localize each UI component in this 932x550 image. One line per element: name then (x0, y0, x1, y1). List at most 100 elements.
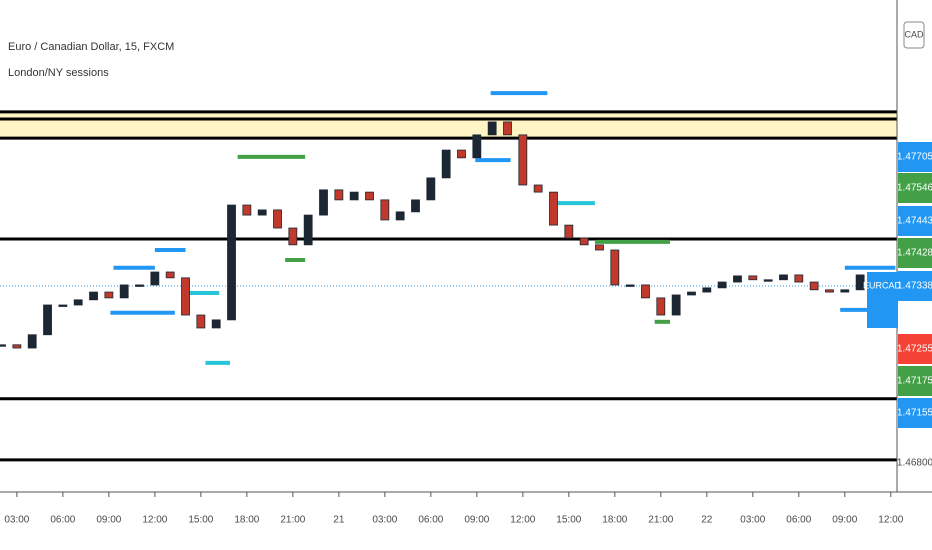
candle (165, 271, 175, 279)
candle (656, 297, 666, 316)
candle (73, 299, 83, 306)
candle (840, 289, 850, 293)
candle (610, 249, 620, 286)
candle (487, 121, 497, 136)
x-tick-label: 06:00 (418, 515, 443, 526)
symbol-tag (867, 272, 898, 328)
candle (809, 281, 819, 291)
candle (671, 294, 681, 316)
price-tag (898, 238, 932, 268)
price-tag (898, 271, 932, 301)
candle (104, 291, 114, 299)
candle (457, 149, 466, 159)
price-tag-label: 1.47428 (897, 248, 932, 259)
price-tag-label: 1.47338 (897, 281, 932, 292)
price-tag (898, 173, 932, 203)
candle (779, 274, 788, 281)
candle (257, 209, 267, 216)
candle (641, 284, 650, 299)
candle (503, 121, 512, 136)
x-tick-label: 12:00 (510, 515, 535, 526)
price-tag-label: 1.47175 (897, 376, 932, 387)
candle (411, 199, 420, 213)
candle (533, 184, 543, 193)
x-tick-label: 06:00 (786, 515, 811, 526)
candle (717, 281, 727, 289)
x-tick-label: 22 (701, 515, 713, 526)
x-tick-label: 09:00 (464, 515, 489, 526)
x-tick-label: 21:00 (648, 515, 673, 526)
candle (518, 134, 528, 186)
x-tick-label: 03:00 (740, 515, 765, 526)
candle (564, 224, 574, 239)
candle (196, 314, 206, 329)
indicator-name: London/NY sessions (8, 67, 109, 79)
candle (334, 189, 344, 201)
candle (855, 274, 865, 291)
candle (135, 284, 144, 287)
candle (733, 275, 742, 283)
x-tick-label: 21:00 (280, 515, 305, 526)
price-tag (898, 366, 932, 396)
chart-title: Euro / Canadian Dollar, 15, FXCM (8, 41, 174, 53)
candle (242, 204, 252, 216)
symbol-label: EURCAD (863, 280, 902, 290)
x-tick-label: 03:00 (4, 515, 29, 526)
candle (181, 277, 190, 316)
x-tick-label: 09:00 (832, 515, 857, 526)
candle (579, 237, 589, 246)
currency-box[interactable] (903, 21, 925, 49)
candle (12, 344, 22, 349)
candle (227, 204, 236, 321)
price-tag (898, 398, 932, 428)
candle (319, 189, 328, 216)
candle (763, 279, 773, 282)
candle (794, 274, 804, 283)
x-tick-label: 18:00 (234, 515, 259, 526)
candle (365, 191, 374, 201)
candle (549, 191, 558, 226)
candle (380, 199, 390, 221)
x-tick-label: 18:00 (602, 515, 627, 526)
x-tick-label: 03:00 (372, 515, 397, 526)
candle (119, 284, 129, 299)
x-tick-label: 15:00 (556, 515, 581, 526)
candle (58, 304, 68, 307)
x-tick-label: 06:00 (50, 515, 75, 526)
candle (426, 177, 436, 201)
price-tag-label: 1.47155 (897, 408, 932, 419)
candle (595, 244, 604, 251)
candle (687, 291, 696, 296)
price-tag-label: 1.47443 (897, 216, 932, 227)
candle (825, 289, 834, 293)
candle (273, 209, 282, 229)
price-tag-label: 1.47546 (897, 183, 932, 194)
candle (288, 227, 298, 246)
countdown-label: 14:33 (902, 306, 925, 316)
candle (395, 211, 405, 221)
candle (441, 149, 451, 179)
highlight-band (0, 111, 897, 139)
candle (472, 134, 482, 159)
x-tick-label: 12:00 (142, 515, 167, 526)
candle (748, 275, 758, 281)
candle (150, 271, 160, 286)
candle (0, 344, 6, 347)
currency[interactable]: CAD (904, 29, 924, 39)
x-tick-label: 09:00 (96, 515, 121, 526)
plot-area (0, 91, 897, 462)
candle (211, 319, 221, 329)
candle (303, 214, 313, 246)
candle (625, 284, 635, 287)
price-tag (898, 334, 932, 364)
price-tag (898, 448, 932, 478)
price-tag (898, 206, 932, 236)
price-tag-label: 1.46800 (897, 458, 932, 469)
x-tick-label: 21 (333, 515, 345, 526)
price-tag (898, 142, 932, 172)
x-tick-label: 15:00 (188, 515, 213, 526)
x-tick-label: 12:00 (878, 515, 903, 526)
